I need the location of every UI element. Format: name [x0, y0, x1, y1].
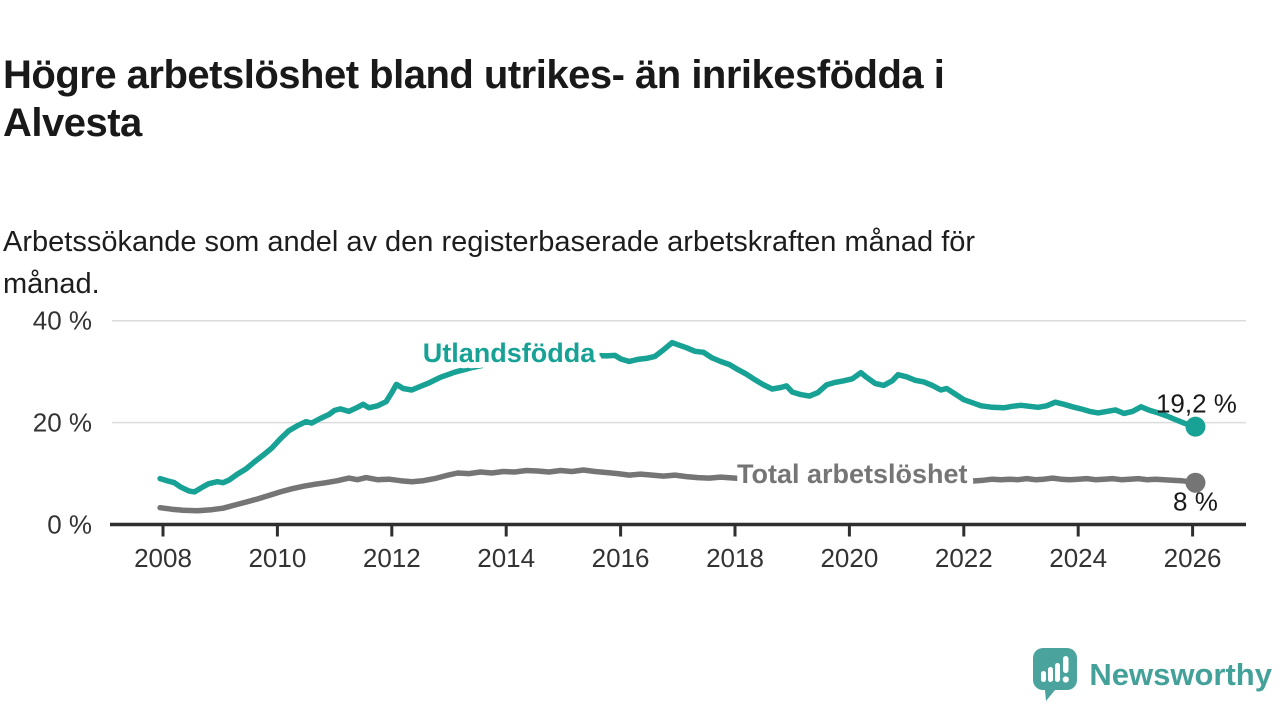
- x-axis-tick-label: 2018: [706, 543, 764, 573]
- x-axis-tick-label: 2010: [248, 543, 306, 573]
- series-label-utlandsfodda: Utlandsfödda: [423, 338, 596, 368]
- y-axis-tick-label: 0 %: [47, 510, 92, 540]
- series-label-total: Total arbetslöshet: [737, 459, 968, 489]
- series-end-dot-total: [1185, 472, 1206, 493]
- x-axis-tick-label: 2012: [363, 543, 421, 573]
- x-axis-tick-label: 2022: [935, 543, 993, 573]
- page-title: Högre arbetslöshet bland utrikes- än inr…: [3, 52, 945, 145]
- newsworthy-logo: Newsworthy: [1033, 648, 1272, 702]
- series-end-dot-utlandsfodda: [1185, 416, 1206, 437]
- x-axis-tick-label: 2014: [477, 543, 535, 573]
- series-line-total: [157, 467, 1199, 514]
- page-subtitle: Arbetssökande som andel av den registerb…: [3, 226, 976, 300]
- series-line-utlandsfodda: [157, 339, 1199, 495]
- end-value-label-utlandsfodda: 19,2 %: [1156, 389, 1237, 419]
- x-axis-tick-label: 2026: [1164, 543, 1222, 573]
- chart-root: 0 % 20 % 40 % 2008 2010 2012 2014 2016 2018 2020 2…: [33, 306, 1246, 573]
- y-axis-tick-label: 40 %: [33, 306, 92, 336]
- x-axis-tick-label: 2024: [1049, 543, 1107, 573]
- end-value-label-total: 8 %: [1173, 487, 1218, 517]
- x-axis-tick-label: 2016: [592, 543, 650, 573]
- newsworthy-logo-text: Newsworthy: [1089, 657, 1272, 692]
- x-axis-tick-label: 2008: [134, 543, 192, 573]
- newsworthy-bubble-chart-icon: [1033, 648, 1078, 701]
- x-axis-tick-label: 2020: [820, 543, 878, 573]
- y-axis-tick-label: 20 %: [33, 408, 92, 438]
